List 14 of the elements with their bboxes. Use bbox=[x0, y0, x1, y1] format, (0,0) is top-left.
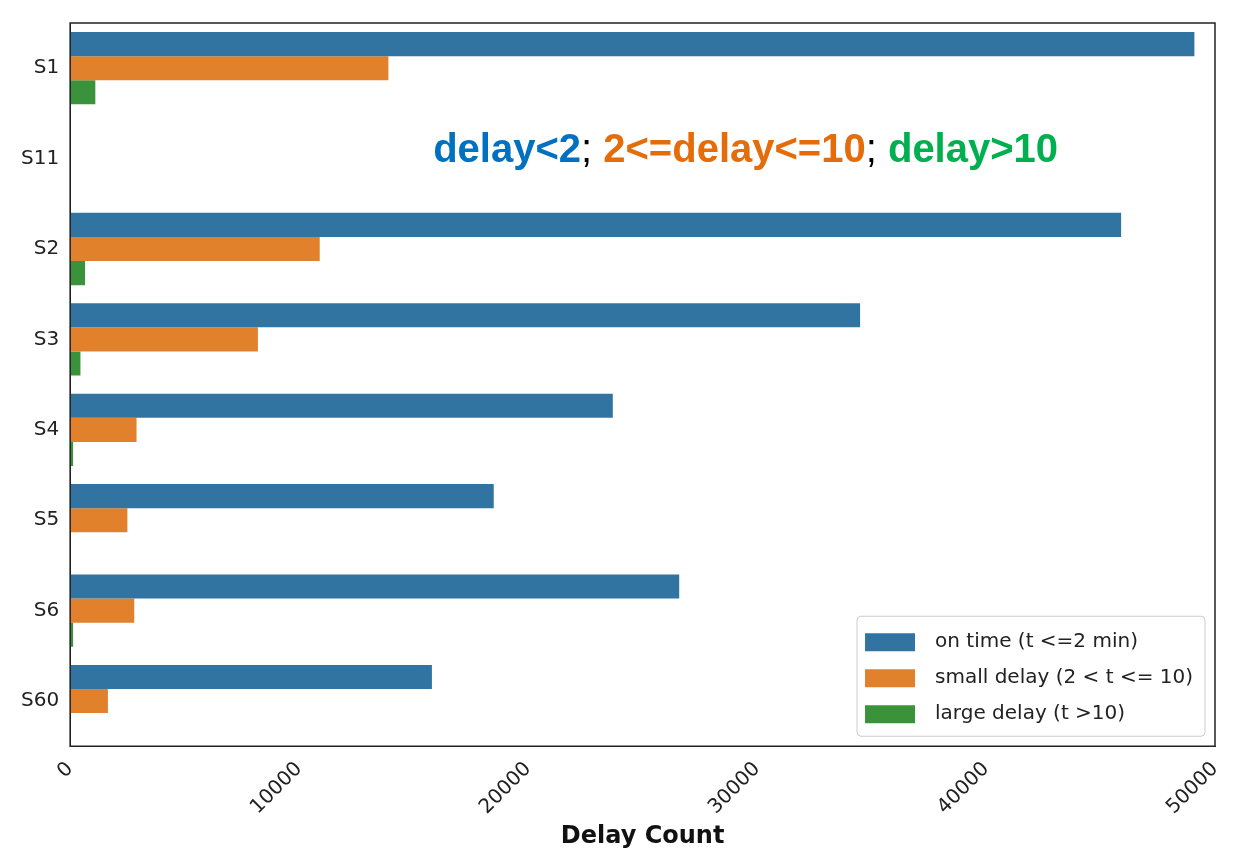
x-tick-label: 0 bbox=[51, 755, 78, 782]
x-axis-title: Delay Count bbox=[560, 820, 725, 849]
y-tick-label: S4 bbox=[33, 416, 60, 441]
annotation: delay<2; 2<=delay<=10; delay>10 bbox=[433, 126, 1059, 171]
legend-label: large delay (t >10) bbox=[935, 700, 1126, 725]
legend-label: on time (t <=2 min) bbox=[935, 628, 1138, 653]
y-tick-label: S6 bbox=[33, 596, 60, 621]
y-tick-label: S3 bbox=[33, 325, 60, 350]
y-tick-label: S2 bbox=[33, 235, 60, 260]
y-tick-label: S1 bbox=[33, 54, 60, 79]
y-tick-label: S11 bbox=[20, 144, 60, 169]
y-tick-label: S5 bbox=[33, 506, 60, 531]
y-tick-label: S60 bbox=[20, 687, 60, 712]
legend-label: small delay (2 < t <= 10) bbox=[935, 664, 1194, 689]
